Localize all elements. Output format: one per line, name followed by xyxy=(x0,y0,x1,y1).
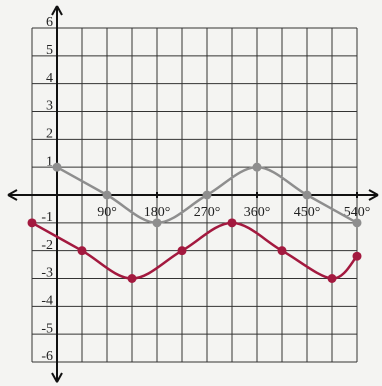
y-tick-label: -3 xyxy=(41,266,53,281)
point xyxy=(278,246,287,255)
point xyxy=(78,246,87,255)
point xyxy=(328,274,337,283)
point xyxy=(178,246,187,255)
y-tick-label: -6 xyxy=(41,349,53,364)
x-tick-label: 450° xyxy=(294,205,321,220)
point xyxy=(303,191,312,200)
point xyxy=(203,191,212,200)
x-tick-label: 270° xyxy=(194,205,221,220)
x-tick-label: 180° xyxy=(144,205,171,220)
point xyxy=(353,252,362,261)
point xyxy=(253,163,262,172)
y-tick-label: 3 xyxy=(46,99,53,114)
chart: -6-5-4-3-2-112345690°180°270°360°450°540… xyxy=(0,0,382,386)
x-tick-label: 360° xyxy=(244,205,271,220)
y-tick-label: -2 xyxy=(41,238,53,253)
y-tick-label: 4 xyxy=(46,71,53,86)
y-tick-label: 1 xyxy=(46,154,53,169)
y-tick-label: 6 xyxy=(46,15,53,30)
x-tick-label: 90° xyxy=(97,205,117,220)
point xyxy=(103,191,112,200)
y-tick-label: 5 xyxy=(46,43,53,58)
y-tick-label: -4 xyxy=(41,294,53,309)
point xyxy=(28,218,37,227)
point xyxy=(228,218,237,227)
point xyxy=(353,218,362,227)
y-tick-label: 2 xyxy=(46,127,53,142)
y-tick-label: -1 xyxy=(41,210,53,225)
point xyxy=(53,163,62,172)
y-tick-label: -5 xyxy=(41,321,53,336)
point xyxy=(128,274,137,283)
point xyxy=(153,218,162,227)
